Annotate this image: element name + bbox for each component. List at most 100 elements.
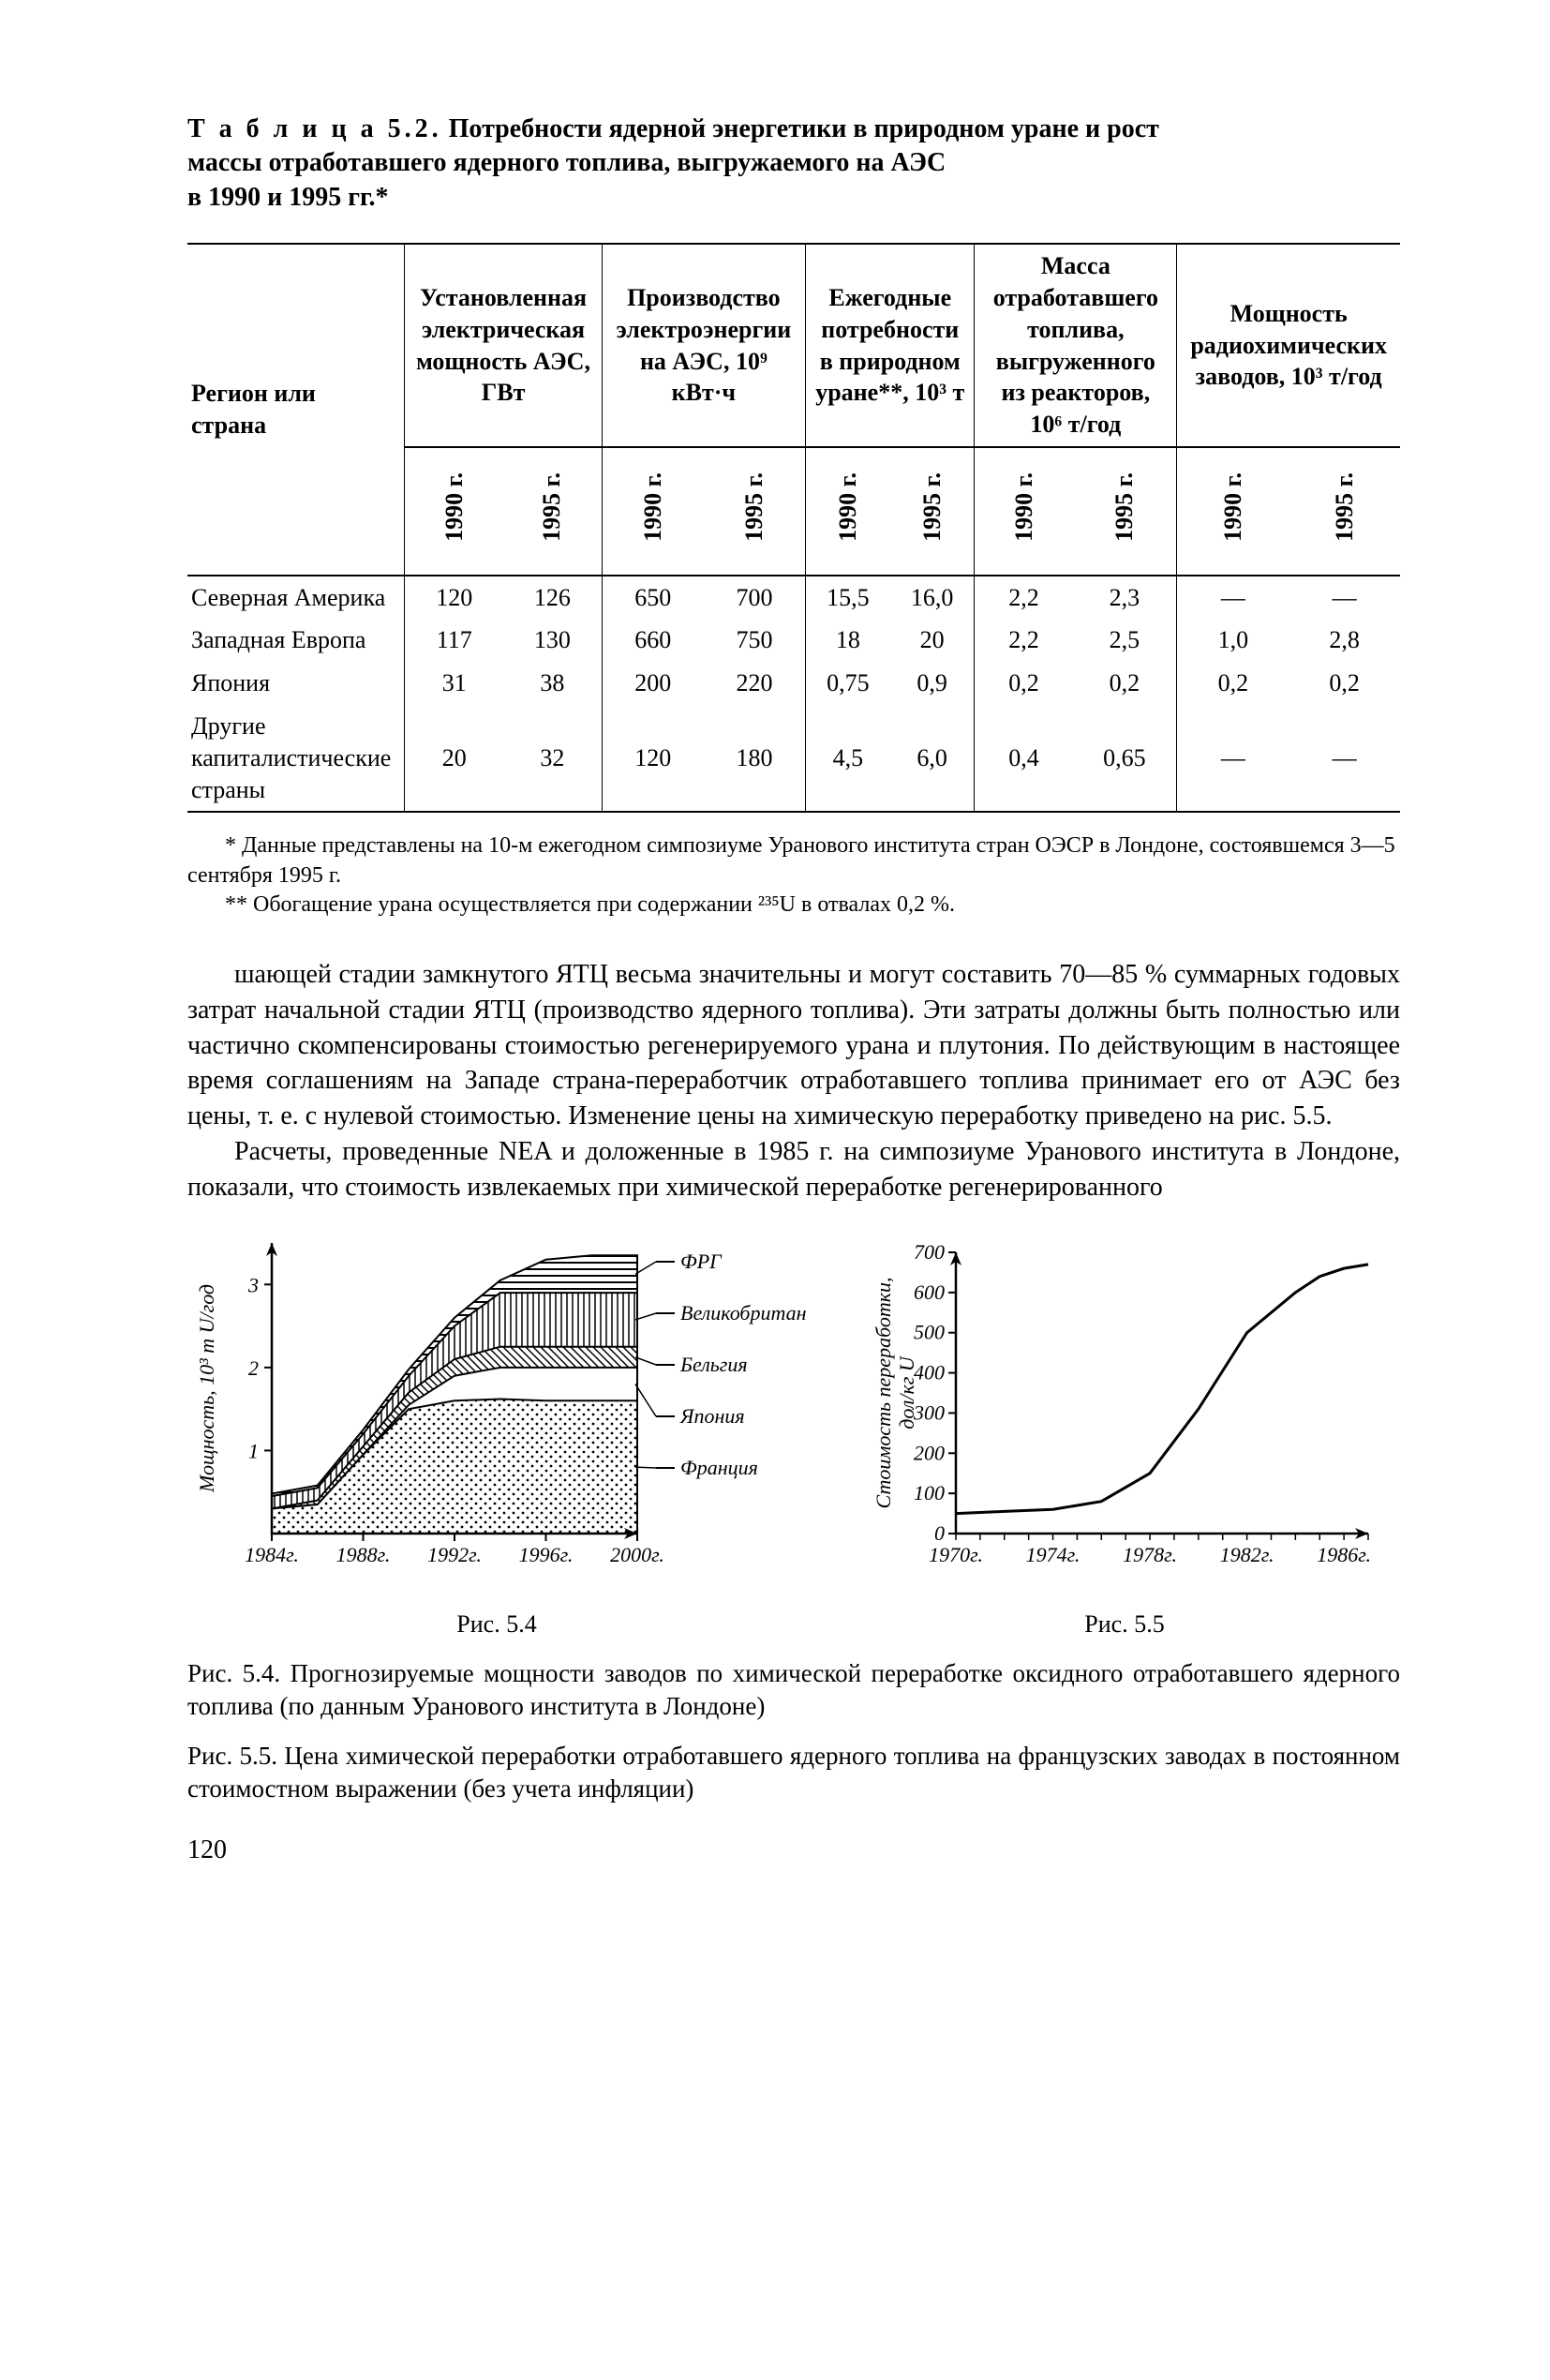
table-cell: — xyxy=(1289,705,1400,812)
svg-text:1970г.: 1970г. xyxy=(929,1543,983,1566)
year-header: 1990 г. xyxy=(828,454,868,561)
colgroup-2: Производство электроэнергии на АЭС, 10⁹ … xyxy=(602,244,805,447)
table-cell: 31 xyxy=(405,662,503,705)
svg-text:100: 100 xyxy=(914,1481,945,1504)
fig55-svg: 01002003004005006007001970г.1974г.1978г.… xyxy=(862,1234,1387,1590)
table-cell: 660 xyxy=(602,619,704,662)
table-cell: 130 xyxy=(503,619,602,662)
table-cell: 15,5 xyxy=(806,576,890,620)
table-cell: 120 xyxy=(602,705,704,812)
table-cell: 117 xyxy=(405,619,503,662)
table-row-region: Япония xyxy=(187,662,405,705)
table-cell: 0,2 xyxy=(1177,662,1289,705)
table-cell: 200 xyxy=(602,662,704,705)
table-cell: 20 xyxy=(890,619,975,662)
figure-descriptions: Рис. 5.4. Прогнозируемые мощности заводо… xyxy=(187,1657,1400,1805)
table-cell: — xyxy=(1177,576,1289,620)
table-cell: 2,3 xyxy=(1073,576,1177,620)
table-cell: 0,2 xyxy=(1289,662,1400,705)
footnote-1: * Данные представлены на 10-м ежегодном … xyxy=(187,831,1400,890)
table-cell: 32 xyxy=(503,705,602,812)
table-title-line2: массы отработавшего ядерного топлива, вы… xyxy=(187,148,946,177)
fig55-caption: Рис. 5.5 xyxy=(862,1609,1387,1640)
svg-text:Стоимость переработки,: Стоимость переработки, xyxy=(872,1277,895,1508)
svg-text:1986г.: 1986г. xyxy=(1317,1543,1371,1566)
data-table: Регион или страна Установленная электрич… xyxy=(187,243,1400,813)
svg-text:3: 3 xyxy=(247,1273,259,1296)
col-region: Регион или страна xyxy=(187,244,405,575)
table-cell: 750 xyxy=(704,619,806,662)
table-cell: 4,5 xyxy=(806,705,890,812)
body-text: шающей стадии замкнутого ЯТЦ весьма знач… xyxy=(187,957,1400,1205)
table-cell: — xyxy=(1289,576,1400,620)
svg-text:500: 500 xyxy=(914,1320,945,1343)
table-caption: Т а б л и ц а 5.2. Потребности ядерной э… xyxy=(187,112,1400,215)
footnote-2: ** Обогащение урана осуществляется при с… xyxy=(187,891,1400,920)
table-cell: 0,75 xyxy=(806,662,890,705)
paragraph-1: шающей стадии замкнутого ЯТЦ весьма знач… xyxy=(187,957,1400,1134)
svg-text:Франция: Франция xyxy=(680,1456,758,1479)
table-cell: 0,2 xyxy=(975,662,1073,705)
table-cell: 0,65 xyxy=(1073,705,1177,812)
svg-text:200: 200 xyxy=(914,1441,945,1464)
fig54-svg: 1231984г.1988г.1992г.1996г.2000г.Мощност… xyxy=(187,1234,806,1590)
year-header: 1995 г. xyxy=(1105,454,1144,561)
paragraph-2: Расчеты, проведенные NEA и доложенные в … xyxy=(187,1134,1400,1205)
table-row-region: Другие капиталистические страны xyxy=(187,705,405,812)
table-cell: 20 xyxy=(405,705,503,812)
svg-text:ФРГ: ФРГ xyxy=(680,1250,723,1273)
table-cell: 18 xyxy=(806,619,890,662)
svg-text:1: 1 xyxy=(248,1439,259,1462)
table-cell: 650 xyxy=(602,576,704,620)
svg-text:дол/кг U: дол/кг U xyxy=(895,1355,918,1429)
fig54-description: Рис. 5.4. Прогнозируемые мощности заводо… xyxy=(187,1657,1400,1723)
figure-5-5: 01002003004005006007001970г.1974г.1978г.… xyxy=(862,1234,1387,1640)
table-cell: 6,0 xyxy=(890,705,975,812)
svg-text:1996г.: 1996г. xyxy=(519,1543,574,1566)
table-cell: — xyxy=(1177,705,1289,812)
table-cell: 0,4 xyxy=(975,705,1073,812)
svg-text:1982г.: 1982г. xyxy=(1220,1543,1274,1566)
colgroup-5: Мощность радиохимических заводов, 10³ т/… xyxy=(1177,244,1400,447)
table-cell: 2,5 xyxy=(1073,619,1177,662)
year-header: 1995 г. xyxy=(532,454,572,561)
svg-text:Япония: Япония xyxy=(679,1404,745,1428)
page-number: 120 xyxy=(187,1834,1400,1867)
table-cell: 126 xyxy=(503,576,602,620)
svg-text:1978г.: 1978г. xyxy=(1123,1543,1177,1566)
svg-text:2: 2 xyxy=(248,1355,259,1379)
table-cell: 16,0 xyxy=(890,576,975,620)
year-header: 1995 г. xyxy=(735,454,774,561)
year-header: 1990 г. xyxy=(1214,454,1253,561)
table-cell: 220 xyxy=(704,662,806,705)
table-label: Т а б л и ц а 5.2. xyxy=(187,114,442,143)
svg-text:Мощность, 10³ т U/год: Мощность, 10³ т U/год xyxy=(195,1283,218,1492)
svg-text:0: 0 xyxy=(934,1521,945,1545)
colgroup-4: Масса отработавшего топлива, выгруженног… xyxy=(975,244,1177,447)
table-cell: 2,2 xyxy=(975,619,1073,662)
table-row-region: Северная Америка xyxy=(187,576,405,620)
table-cell: 0,9 xyxy=(890,662,975,705)
svg-text:600: 600 xyxy=(914,1280,945,1303)
svg-text:2000г.: 2000г. xyxy=(610,1543,664,1566)
figure-5-4: 1231984г.1988г.1992г.1996г.2000г.Мощност… xyxy=(187,1234,806,1640)
svg-text:1974г.: 1974г. xyxy=(1026,1543,1081,1566)
table-cell: 1,0 xyxy=(1177,619,1289,662)
table-row-region: Западная Европа xyxy=(187,619,405,662)
table-cell: 0,2 xyxy=(1073,662,1177,705)
svg-text:Бельгия: Бельгия xyxy=(679,1353,748,1376)
table-cell: 120 xyxy=(405,576,503,620)
table-title-line3: в 1990 и 1995 гг.* xyxy=(187,183,389,212)
colgroup-3: Ежегодные потребности в природном уране*… xyxy=(806,244,975,447)
svg-text:1988г.: 1988г. xyxy=(336,1543,391,1566)
year-header: 1990 г. xyxy=(435,454,474,561)
svg-text:1992г.: 1992г. xyxy=(427,1543,482,1566)
year-header: 1995 г. xyxy=(1325,454,1364,561)
table-cell: 2,8 xyxy=(1289,619,1400,662)
table-footnotes: * Данные представлены на 10-м ежегодном … xyxy=(187,831,1400,920)
year-header: 1990 г. xyxy=(633,454,673,561)
table-title-line1: Потребности ядерной энергетики в природн… xyxy=(449,114,1159,143)
fig54-caption: Рис. 5.4 xyxy=(187,1609,806,1640)
svg-text:Великобритания: Великобритания xyxy=(680,1301,806,1325)
year-header: 1995 г. xyxy=(913,454,952,561)
